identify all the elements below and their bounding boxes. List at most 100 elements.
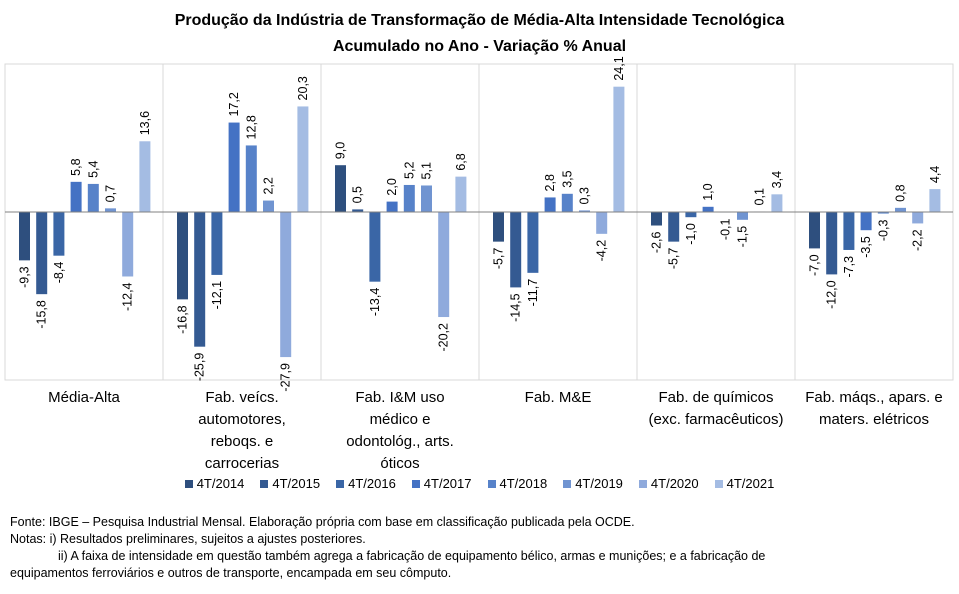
chart-legend: 4T/2014 4T/2015 4T/2016 4T/2017 4T/2018 4T/20… bbox=[0, 476, 959, 491]
category-label: Fab. M&E bbox=[525, 389, 592, 406]
bar bbox=[19, 212, 30, 261]
data-label: 0,1 bbox=[753, 188, 767, 205]
data-label: -9,3 bbox=[18, 266, 32, 288]
data-label: 6,8 bbox=[454, 153, 468, 170]
category-label: odontológ., arts. bbox=[346, 433, 454, 450]
data-label: 1,0 bbox=[701, 183, 715, 200]
legend-label: 4T/2020 bbox=[650, 476, 699, 491]
data-label: -2,2 bbox=[911, 229, 925, 251]
data-label: 0,8 bbox=[894, 184, 908, 201]
bar bbox=[544, 197, 556, 212]
legend-swatch bbox=[411, 479, 420, 488]
bar bbox=[579, 210, 590, 212]
bar bbox=[737, 212, 748, 220]
note-2-line-1: ii) A faixa de intensidade em questão ta… bbox=[58, 549, 766, 563]
bar bbox=[280, 212, 292, 358]
data-label: 17,2 bbox=[227, 92, 241, 116]
data-label: -1,5 bbox=[736, 226, 750, 248]
legend-swatch bbox=[714, 479, 723, 488]
bar bbox=[369, 212, 381, 282]
data-label: -4,2 bbox=[595, 240, 609, 262]
legend-label: 4T/2019 bbox=[575, 476, 623, 491]
bar bbox=[668, 212, 680, 242]
chart-title: Produção da Indústria de Transformação d… bbox=[174, 12, 785, 29]
data-label: -8,4 bbox=[52, 262, 66, 284]
data-label: -25,9 bbox=[193, 353, 207, 382]
category-label: Fab. máqs., apars. e bbox=[805, 389, 943, 406]
bar bbox=[211, 212, 223, 275]
legend-swatch bbox=[184, 479, 193, 488]
bar bbox=[228, 122, 240, 212]
bar bbox=[386, 201, 398, 212]
data-label: -20,2 bbox=[437, 323, 451, 352]
legend-item: 4T/2015 bbox=[260, 476, 320, 491]
bar bbox=[493, 212, 504, 242]
data-label: -0,1 bbox=[718, 218, 732, 240]
data-label: 5,4 bbox=[86, 160, 100, 177]
bar bbox=[510, 212, 522, 288]
note-2-line-2: equipamentos ferroviários e outros de tr… bbox=[10, 566, 452, 580]
legend-label: 4T/2021 bbox=[726, 476, 775, 491]
data-label: -14,5 bbox=[509, 293, 523, 322]
data-label: 20,3 bbox=[296, 76, 310, 100]
bar bbox=[702, 206, 714, 212]
bar bbox=[438, 212, 450, 318]
legend-swatch bbox=[638, 479, 647, 488]
bar bbox=[613, 86, 625, 212]
bar bbox=[877, 212, 889, 214]
data-label: -1,0 bbox=[684, 223, 698, 245]
data-label: -15,8 bbox=[35, 300, 49, 329]
bar bbox=[912, 212, 924, 224]
legend-swatch bbox=[487, 479, 496, 488]
legend-item: 4T/2020 bbox=[638, 476, 699, 491]
legend-label: 4T/2016 bbox=[348, 476, 396, 491]
data-label: 3,5 bbox=[560, 170, 574, 187]
data-label: 12,8 bbox=[244, 115, 258, 139]
data-label: -12,1 bbox=[210, 281, 224, 310]
bar bbox=[651, 212, 662, 226]
bar bbox=[843, 212, 855, 250]
data-label: 5,2 bbox=[402, 162, 416, 179]
bar bbox=[561, 193, 573, 212]
data-label: 0,7 bbox=[104, 185, 118, 202]
data-label: -2,6 bbox=[650, 231, 664, 253]
data-label: -7,3 bbox=[842, 256, 856, 278]
data-label: -7,0 bbox=[808, 254, 822, 276]
chart-subtitle: Acumulado no Ano - Variação % Anual bbox=[332, 38, 627, 55]
legend-item: 4T/2017 bbox=[411, 476, 472, 491]
bar bbox=[105, 208, 116, 212]
bar bbox=[771, 194, 783, 212]
data-label: -16,8 bbox=[176, 305, 190, 334]
data-label: -27,9 bbox=[279, 363, 293, 392]
bar bbox=[194, 212, 206, 347]
data-label: 0,3 bbox=[578, 187, 592, 204]
bar bbox=[297, 106, 309, 212]
bar bbox=[826, 212, 838, 275]
bar bbox=[809, 212, 820, 249]
bar bbox=[527, 212, 539, 273]
data-label: -11,7 bbox=[526, 279, 540, 307]
bar bbox=[139, 141, 151, 212]
legend-swatch bbox=[336, 479, 345, 488]
legend-item: 4T/2018 bbox=[487, 476, 548, 491]
data-label: -5,7 bbox=[492, 248, 506, 270]
data-label: 5,1 bbox=[420, 162, 434, 179]
category-label: carrocerias bbox=[205, 455, 279, 472]
bar bbox=[860, 212, 872, 231]
bar bbox=[929, 189, 941, 212]
data-label: 24,1 bbox=[612, 56, 626, 80]
bar bbox=[352, 209, 364, 212]
data-label: -12,4 bbox=[121, 282, 135, 311]
data-label: -0,3 bbox=[876, 220, 890, 242]
bar bbox=[53, 212, 65, 256]
bar-chart: -9,3-16,89,0-5,7-2,6-7,0-15,8-25,90,5-14… bbox=[4, 56, 954, 472]
bar bbox=[421, 185, 432, 212]
legend-label: 4T/2018 bbox=[499, 476, 548, 491]
data-label: 4,4 bbox=[928, 166, 942, 183]
category-label: Fab. veícs. bbox=[205, 389, 278, 406]
data-label: -3,5 bbox=[859, 236, 873, 258]
legend-swatch bbox=[260, 479, 269, 488]
bar bbox=[36, 212, 48, 295]
bar bbox=[177, 212, 188, 300]
bar bbox=[685, 212, 697, 218]
